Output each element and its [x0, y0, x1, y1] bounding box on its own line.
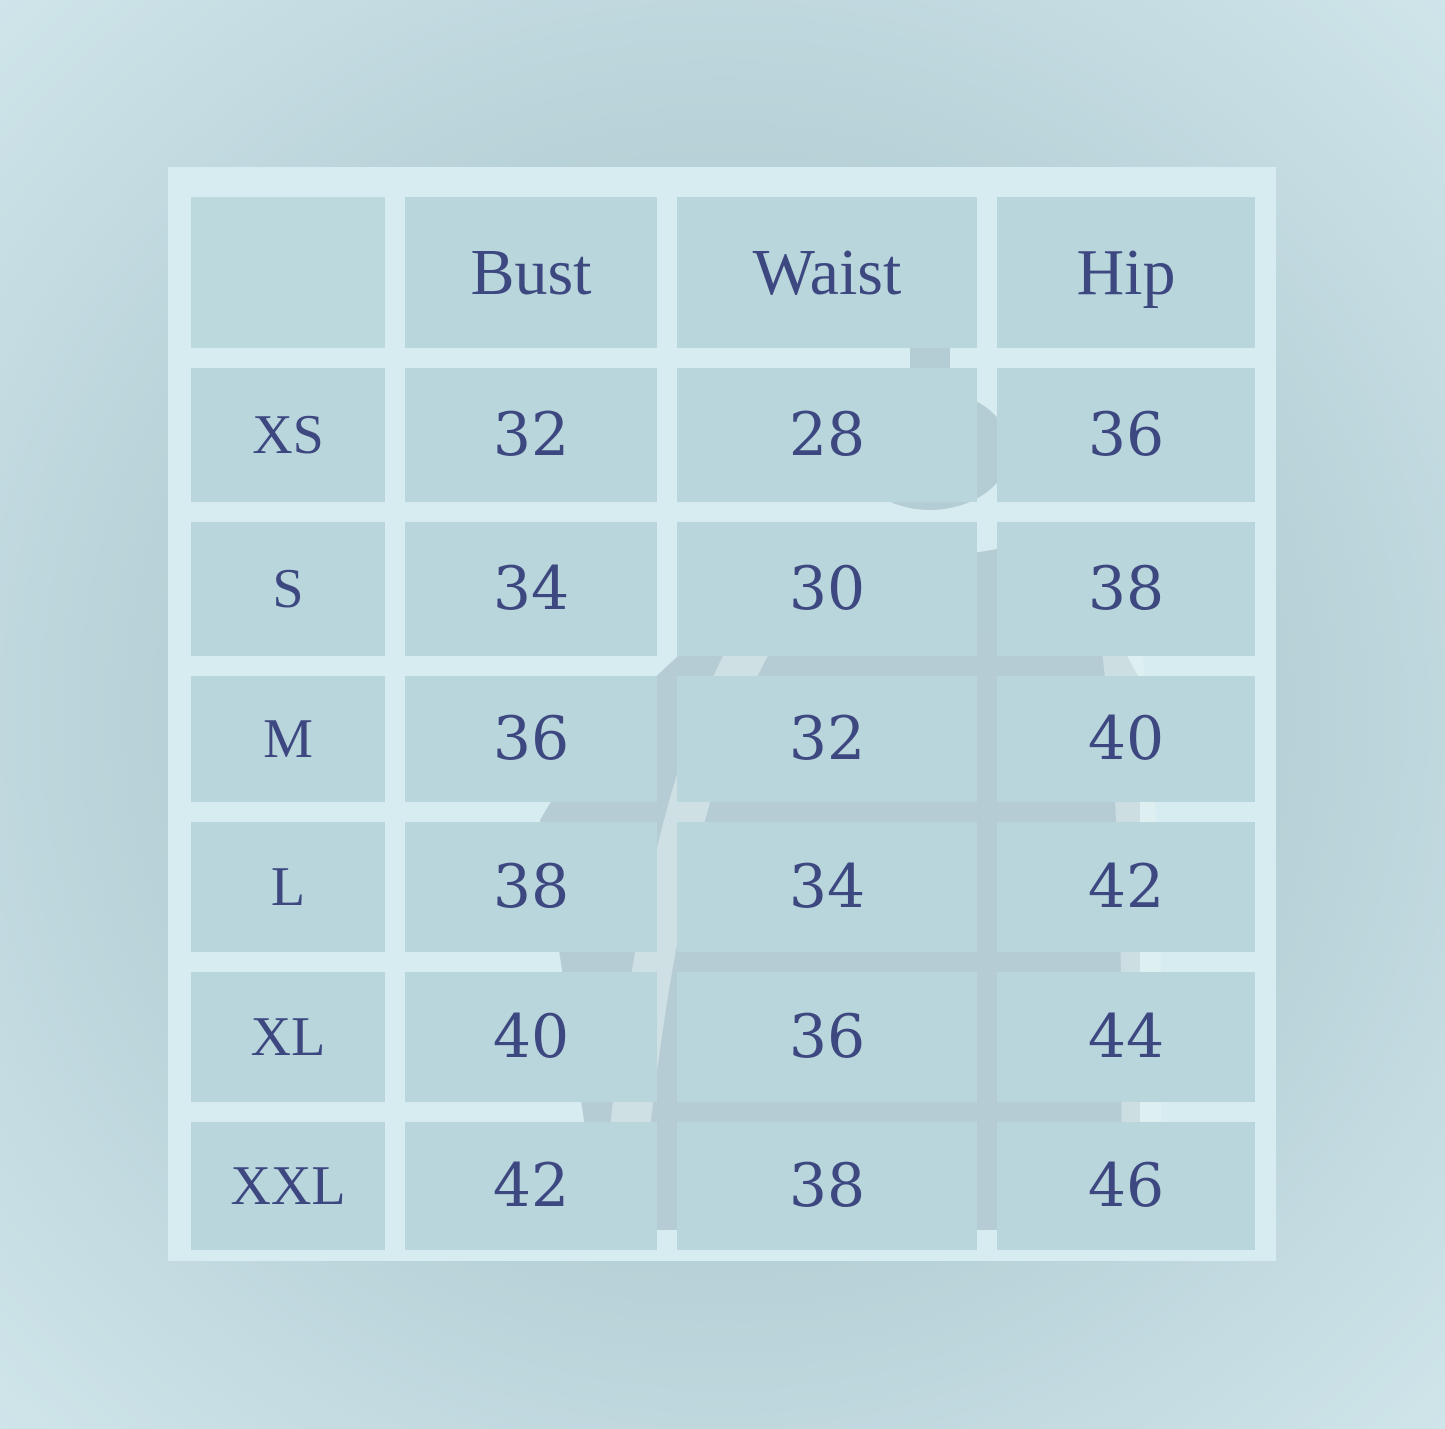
waist-value: 34 — [677, 822, 977, 952]
bust-value: 32 — [405, 368, 657, 502]
header-corner-cell — [191, 197, 385, 348]
header-waist: Waist — [677, 197, 977, 348]
hip-value: 40 — [997, 676, 1255, 802]
waist-value: 30 — [677, 522, 977, 656]
hip-value: 36 — [997, 368, 1255, 502]
bust-value: 42 — [405, 1122, 657, 1250]
bust-value: 40 — [405, 972, 657, 1102]
bust-value: 38 — [405, 822, 657, 952]
hip-value: 42 — [997, 822, 1255, 952]
size-label: L — [191, 822, 385, 952]
waist-value: 28 — [677, 368, 977, 502]
header-bust: Bust — [405, 197, 657, 348]
size-label: XS — [191, 368, 385, 502]
size-label: S — [191, 522, 385, 656]
waist-value: 32 — [677, 676, 977, 802]
size-label: XXL — [191, 1122, 385, 1250]
hip-value: 46 — [997, 1122, 1255, 1250]
waist-value: 38 — [677, 1122, 977, 1250]
bust-value: 34 — [405, 522, 657, 656]
hip-value: 44 — [997, 972, 1255, 1102]
bust-value: 36 — [405, 676, 657, 802]
size-label: M — [191, 676, 385, 802]
waist-value: 36 — [677, 972, 977, 1102]
size-table: Bust Waist Hip XS 32 28 36 S 34 30 38 M … — [191, 197, 1276, 1250]
hip-value: 38 — [997, 522, 1255, 656]
header-hip: Hip — [997, 197, 1255, 348]
size-label: XL — [191, 972, 385, 1102]
